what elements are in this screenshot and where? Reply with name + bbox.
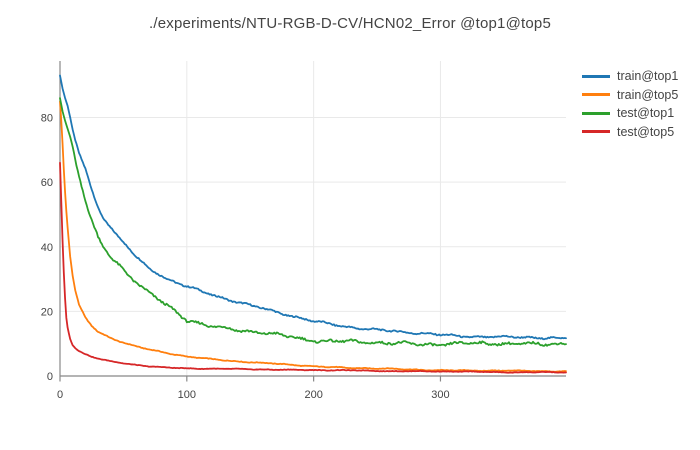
y-tick-label: 0 xyxy=(47,371,53,383)
legend-label: train@top1 xyxy=(617,69,679,84)
x-tick-label: 200 xyxy=(304,389,322,401)
legend-item-test-top1[interactable]: test@top1 xyxy=(581,104,678,123)
y-tick-label: 20 xyxy=(41,306,53,318)
legend-swatch-line xyxy=(582,93,610,97)
x-tick-label: 0 xyxy=(57,389,63,401)
legend-label: test@top1 xyxy=(617,106,675,121)
series-line-test-top1 xyxy=(59,97,567,347)
legend: train@top1 train@top5 test@top1 test@top… xyxy=(581,67,678,141)
series-line-train-top1 xyxy=(59,74,567,341)
y-tick-label: 60 xyxy=(41,177,53,189)
y-tick-label: 40 xyxy=(41,242,53,254)
legend-item-train-top1[interactable]: train@top1 xyxy=(581,67,678,86)
series-line-train-top5 xyxy=(59,100,567,373)
legend-item-test-top5[interactable]: test@top5 xyxy=(581,123,678,142)
legend-item-train-top5[interactable]: train@top5 xyxy=(581,86,678,105)
series-line-test-top5 xyxy=(59,161,567,374)
x-tick-label: 100 xyxy=(178,389,196,401)
legend-swatch-line xyxy=(582,130,610,134)
legend-label: train@top5 xyxy=(617,87,679,102)
x-tick-label: 300 xyxy=(431,389,449,401)
legend-label: test@top5 xyxy=(617,124,675,139)
chart-title: ./experiments/NTU-RGB-D-CV/HCN02_Error @… xyxy=(148,15,552,32)
y-tick-label: 80 xyxy=(41,113,53,125)
legend-swatch-line xyxy=(582,74,610,78)
legend-swatch-line xyxy=(582,111,610,115)
